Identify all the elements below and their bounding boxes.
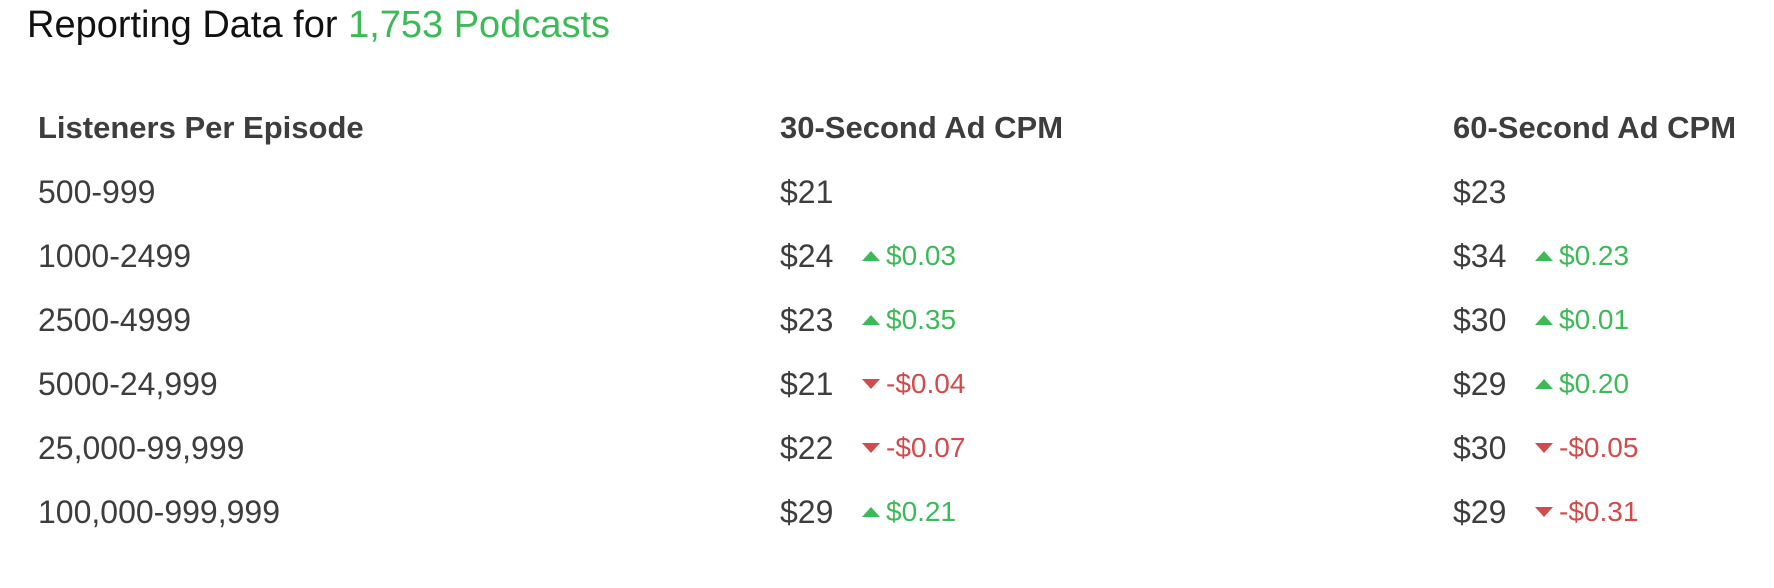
cpm-30-price: $21 xyxy=(780,173,834,210)
cpm-60-change: $0.23 xyxy=(1535,240,1629,272)
cpm-30-change: -$0.07 xyxy=(862,432,965,464)
cpm-60-change: -$0.31 xyxy=(1535,496,1638,528)
cpm-30-price: $22 xyxy=(780,429,834,466)
cpm-60-change: $0.01 xyxy=(1535,304,1629,336)
cpm-60-cell: $30 -$0.05 xyxy=(1453,416,1638,480)
listeners-cell: 2500-4999 xyxy=(38,301,192,338)
triangle-up-icon xyxy=(1535,315,1553,325)
cpm-60-cell: $30 $0.01 xyxy=(1453,288,1629,352)
cpm-60-cell: $29 $0.20 xyxy=(1453,352,1629,416)
cpm-60-cell: $23 xyxy=(1453,160,1535,224)
triangle-down-icon xyxy=(862,443,880,453)
table-row: 500-999 $21 $23 xyxy=(38,160,1760,224)
table-body: 500-999 $21 $23 1000-2499 $24 $0.03 $34 $0.23 25… xyxy=(38,160,1760,544)
cpm-60-change-value: -$0.31 xyxy=(1559,496,1639,527)
header-cpm-30: 30-Second Ad CPM xyxy=(780,110,1064,145)
title-prefix: Reporting Data for xyxy=(27,4,349,46)
cpm-30-change-value: $0.21 xyxy=(886,496,957,527)
cpm-30-price: $29 xyxy=(780,493,834,530)
triangle-down-icon xyxy=(1535,507,1553,517)
listeners-cell: 25,000-99,999 xyxy=(38,429,245,466)
cpm-60-price: $34 xyxy=(1453,237,1507,274)
cpm-60-price: $30 xyxy=(1453,301,1507,338)
cpm-table: Listeners Per Episode 30-Second Ad CPM 6… xyxy=(38,96,1760,544)
cpm-30-cell: $29 $0.21 xyxy=(780,480,956,544)
cpm-60-change-value: $0.20 xyxy=(1559,368,1630,399)
cpm-30-price: $23 xyxy=(780,301,834,338)
page-title: Reporting Data for 1,753 Podcasts xyxy=(27,2,610,48)
cpm-60-price: $30 xyxy=(1453,429,1507,466)
cpm-30-change: -$0.04 xyxy=(862,368,965,400)
table-header-row: Listeners Per Episode 30-Second Ad CPM 6… xyxy=(38,96,1760,160)
cpm-30-cell: $24 $0.03 xyxy=(780,224,956,288)
triangle-up-icon xyxy=(862,315,880,325)
cpm-30-cell: $22 -$0.07 xyxy=(780,416,965,480)
cpm-60-change-value: $0.01 xyxy=(1559,304,1630,335)
cpm-30-cell: $21 xyxy=(780,160,862,224)
triangle-down-icon xyxy=(1535,443,1553,453)
podcast-count: 1,753 Podcasts xyxy=(348,4,611,46)
listeners-cell: 500-999 xyxy=(38,173,156,210)
triangle-up-icon xyxy=(1535,251,1553,261)
table-row: 25,000-99,999 $22 -$0.07 $30 -$0.05 xyxy=(38,416,1760,480)
listeners-cell: 5000-24,999 xyxy=(38,365,218,402)
cpm-60-change: -$0.05 xyxy=(1535,432,1638,464)
triangle-down-icon xyxy=(862,379,880,389)
triangle-up-icon xyxy=(1535,379,1553,389)
cpm-30-change-value: -$0.07 xyxy=(886,432,966,463)
cpm-60-price: $29 xyxy=(1453,493,1507,530)
cpm-30-change-value: -$0.04 xyxy=(886,368,966,399)
listeners-cell: 100,000-999,999 xyxy=(38,493,280,530)
triangle-up-icon xyxy=(862,507,880,517)
cpm-60-price: $29 xyxy=(1453,365,1507,402)
table-row: 2500-4999 $23 $0.35 $30 $0.01 xyxy=(38,288,1760,352)
table-row: 5000-24,999 $21 -$0.04 $29 $0.20 xyxy=(38,352,1760,416)
cpm-60-cell: $34 $0.23 xyxy=(1453,224,1629,288)
table-row: 1000-2499 $24 $0.03 $34 $0.23 xyxy=(38,224,1760,288)
cpm-30-cell: $23 $0.35 xyxy=(780,288,956,352)
triangle-up-icon xyxy=(862,251,880,261)
cpm-30-change: $0.35 xyxy=(862,304,956,336)
cpm-30-change-value: $0.35 xyxy=(886,304,957,335)
table-row: 100,000-999,999 $29 $0.21 $29 -$0.31 xyxy=(38,480,1760,544)
cpm-60-change-value: -$0.05 xyxy=(1559,432,1639,463)
cpm-30-price: $21 xyxy=(780,365,834,402)
cpm-30-change-value: $0.03 xyxy=(886,240,957,271)
cpm-60-change: $0.20 xyxy=(1535,368,1629,400)
cpm-30-change: $0.03 xyxy=(862,240,956,272)
cpm-60-cell: $29 -$0.31 xyxy=(1453,480,1638,544)
cpm-60-price: $23 xyxy=(1453,173,1507,210)
cpm-30-cell: $21 -$0.04 xyxy=(780,352,965,416)
cpm-30-change: $0.21 xyxy=(862,496,956,528)
listeners-cell: 1000-2499 xyxy=(38,237,192,274)
header-cpm-60: 60-Second Ad CPM xyxy=(1453,110,1737,145)
header-listeners: Listeners Per Episode xyxy=(38,110,364,145)
cpm-30-price: $24 xyxy=(780,237,834,274)
cpm-60-change-value: $0.23 xyxy=(1559,240,1630,271)
